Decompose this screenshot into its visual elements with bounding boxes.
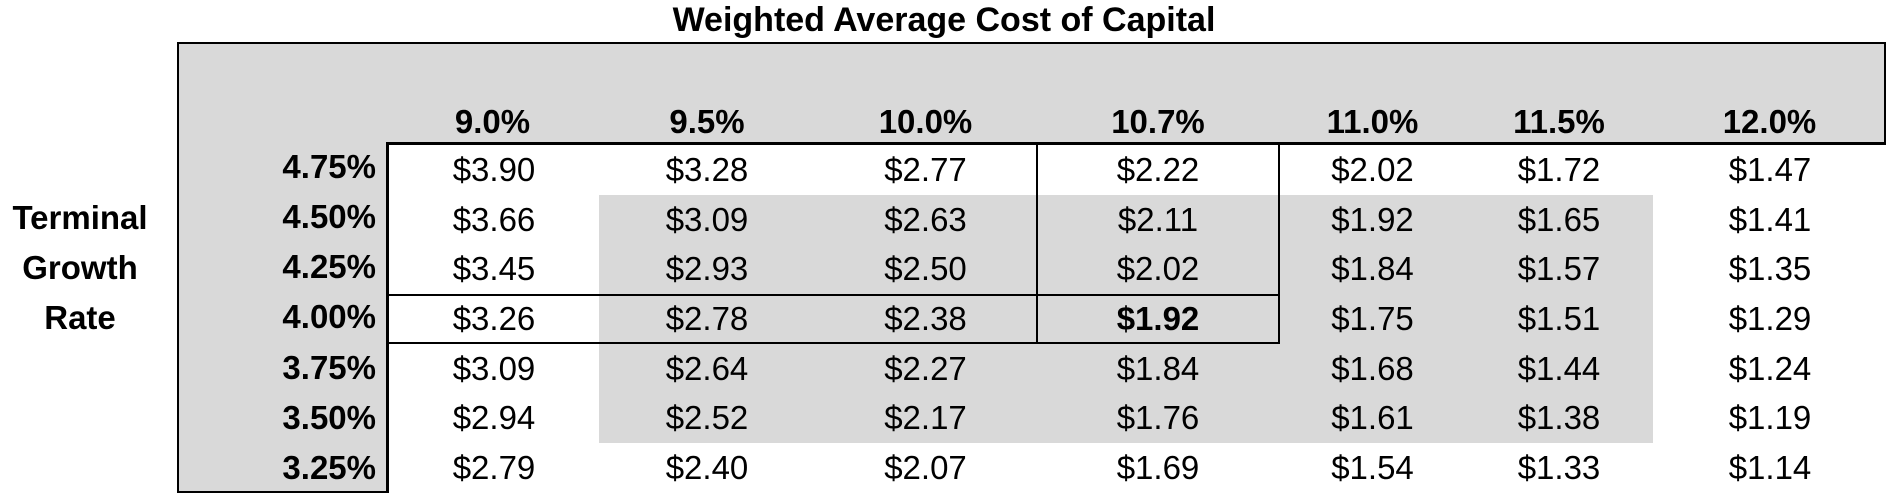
table-cell: $3.09 <box>599 194 815 245</box>
table-cell: $2.77 <box>884 150 967 188</box>
table-cell: $1.54 <box>1331 449 1414 487</box>
table-cell: $3.66 <box>452 200 536 238</box>
table-cell: $2.02 <box>1036 244 1280 295</box>
table-cell: $1.75 <box>1280 294 1465 344</box>
table-cell: $3.45 <box>452 250 536 288</box>
table-block: 9.0% 9.5% 10.0% 10.7% 11.0% 11.5% 12.0% 4.75% 4… <box>177 42 1886 493</box>
table-cell: $2.11 <box>1036 194 1280 245</box>
table-title: Weighted Average Cost of Capital <box>672 1 1216 39</box>
table-cell: $2.27 <box>815 343 1036 394</box>
table-cell: $1.19 <box>1728 399 1812 437</box>
table-cell: $1.92 <box>1280 194 1465 245</box>
table-cell: $1.47 <box>1728 150 1812 188</box>
table-cell: $1.33 <box>1517 449 1601 487</box>
table-cell: $1.57 <box>1465 244 1653 295</box>
table-cell: $1.61 <box>1280 393 1465 444</box>
table-cell: $1.84 <box>1280 244 1465 295</box>
table-cell: $2.64 <box>599 343 815 394</box>
table-cell: $1.65 <box>1465 194 1653 245</box>
col-header-row: 9.0% 9.5% 10.0% 10.7% 11.0% 11.5% 12.0% <box>386 100 1886 144</box>
table-cell: $1.76 <box>1036 393 1280 444</box>
row-axis-label: Terminal Growth Rate <box>0 193 160 343</box>
row-header: 3.75% <box>282 348 376 386</box>
table-cell: $3.09 <box>452 349 536 387</box>
table-cell: $2.52 <box>599 393 815 444</box>
table-cell: $2.22 <box>1036 145 1280 195</box>
table-cell: $1.14 <box>1728 449 1812 487</box>
table-cell: $1.41 <box>1728 200 1812 238</box>
row-header: 4.25% <box>282 248 376 286</box>
table-cell: $2.79 <box>452 449 536 487</box>
row-header: 4.50% <box>282 198 376 236</box>
table-cell: $2.50 <box>815 244 1036 295</box>
col-header: 9.5% <box>669 103 745 140</box>
col-header: 11.0% <box>1326 103 1419 140</box>
table-cell: $1.44 <box>1465 343 1653 394</box>
data-area: $3.90 $3.28 $2.77 $2.22 $2.02 $1.72 $1.47 $3.66… <box>386 142 1886 493</box>
table-cell: $2.07 <box>884 449 967 487</box>
row-header: 3.25% <box>282 448 376 486</box>
row-header: 4.75% <box>282 148 376 185</box>
table-cell: $2.17 <box>815 393 1036 444</box>
row-axis-label-line: Rate <box>44 299 116 336</box>
col-header: 12.0% <box>1722 103 1817 140</box>
table-cell: $1.68 <box>1280 343 1465 394</box>
table-cell: $1.35 <box>1728 250 1812 288</box>
table-cell: $1.38 <box>1465 393 1653 444</box>
row-header-col: 4.75% 4.50% 4.25% 4.00% 3.75% 3.50% 3.25% <box>179 142 386 493</box>
table-cell: $1.69 <box>1116 449 1200 487</box>
col-header: 9.0% <box>454 103 531 140</box>
row-header: 4.00% <box>282 298 376 336</box>
table-cell: $2.93 <box>599 244 815 295</box>
row-header: 3.50% <box>282 398 376 436</box>
highlighted-cell: $1.92 <box>1036 294 1280 344</box>
table-cell: $1.29 <box>1728 299 1812 337</box>
table-cell: $2.40 <box>665 449 749 487</box>
table-cell: $3.28 <box>665 150 749 188</box>
table-cell: $2.38 <box>815 294 1036 344</box>
col-header: 10.0% <box>878 103 973 140</box>
table-cell: $1.84 <box>1036 343 1280 394</box>
table-cell: $2.78 <box>599 294 815 344</box>
col-header: 10.7% <box>1111 103 1205 140</box>
table-cell: $1.72 <box>1517 150 1601 188</box>
row-axis-label-line: Terminal <box>12 199 148 236</box>
row-axis-label-line: Growth <box>22 249 138 286</box>
col-header: 11.5% <box>1513 103 1605 140</box>
table-cell: $1.51 <box>1465 294 1653 344</box>
table-cell: $3.26 <box>389 294 599 344</box>
table-cell: $3.90 <box>452 150 536 188</box>
table-cell: $2.63 <box>815 194 1036 245</box>
table-cell: $1.24 <box>1728 349 1812 387</box>
table-cell: $2.02 <box>1331 150 1414 188</box>
table-cell: $2.94 <box>452 399 536 437</box>
